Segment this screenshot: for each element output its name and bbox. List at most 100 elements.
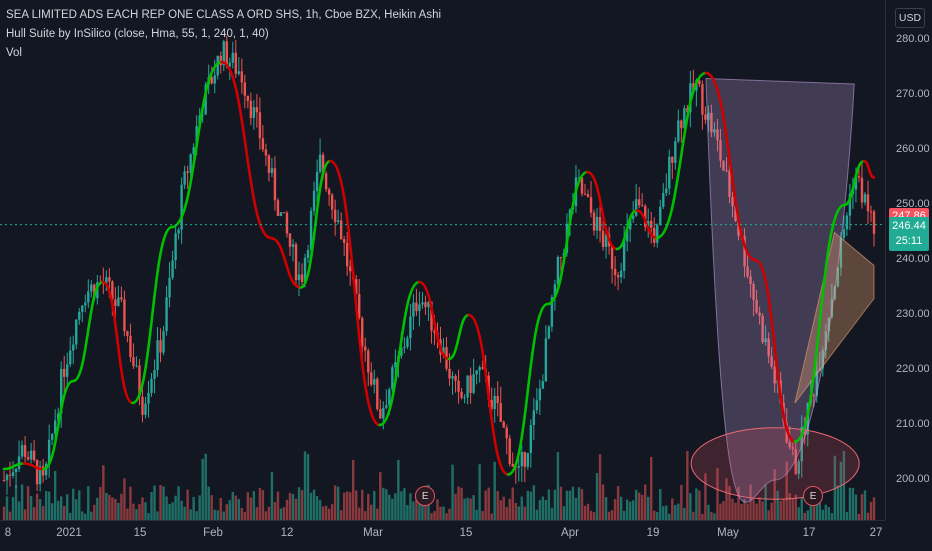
candle-body	[406, 338, 409, 347]
volume-bar	[294, 498, 298, 520]
volume-bar	[379, 472, 382, 520]
volume-bar	[111, 497, 114, 520]
candle-body	[192, 147, 195, 155]
hull-segment	[655, 71, 708, 240]
candle-body	[87, 291, 90, 303]
volume-bar	[370, 504, 373, 520]
volume-bar	[342, 492, 346, 520]
candle-body	[345, 242, 349, 267]
candle-body	[637, 199, 641, 206]
volume-bar	[17, 501, 21, 520]
volume-bar	[258, 487, 262, 520]
candle-body	[728, 170, 731, 197]
volume-bar	[391, 498, 394, 520]
candle-body	[159, 340, 162, 353]
volume-bar	[851, 487, 855, 520]
volume-bar	[246, 492, 250, 520]
volume-bar	[63, 506, 66, 520]
earnings-marker[interactable]: E	[803, 486, 824, 506]
candle-body	[511, 463, 514, 467]
candle-body	[14, 468, 18, 473]
volume-bar	[571, 486, 575, 520]
volume-bar	[628, 501, 632, 520]
candle-body	[216, 55, 219, 76]
volume-bar	[84, 513, 87, 520]
volume-bar	[180, 500, 183, 520]
candle-body	[541, 381, 545, 389]
candle-body	[755, 299, 758, 313]
candle-body	[32, 450, 36, 460]
volume-bar	[267, 506, 271, 520]
volume-bar	[11, 497, 15, 520]
volume-bar	[857, 513, 861, 520]
hull-segment	[793, 203, 846, 443]
price-axis[interactable]	[885, 0, 932, 520]
volume-bar	[96, 497, 99, 520]
volume-bar	[559, 486, 563, 520]
volume-bar	[665, 505, 668, 520]
volume-bar	[228, 500, 231, 520]
currency-button[interactable]: USD	[895, 8, 925, 28]
candle-body	[692, 83, 695, 91]
volume-bar	[686, 450, 689, 520]
volume-bar	[734, 502, 737, 520]
volume-bar	[436, 499, 439, 520]
candle-body	[668, 156, 671, 189]
volume-bar	[514, 502, 517, 520]
volume-bar	[59, 496, 63, 520]
volume-bar	[174, 495, 177, 520]
volume-bar	[14, 484, 18, 520]
volume-bar	[99, 487, 102, 520]
time-tick-label: May	[717, 527, 739, 539]
volume-bar	[41, 506, 45, 520]
hull-segment	[447, 313, 470, 361]
candle-body	[430, 301, 433, 331]
candle-body	[333, 209, 337, 222]
volume-bar	[183, 506, 186, 520]
candle-body	[767, 338, 770, 357]
hull-segment	[754, 258, 797, 443]
candle-body	[722, 160, 725, 171]
volume-bar	[123, 478, 126, 520]
candle-body	[770, 356, 773, 367]
candle-body	[592, 212, 596, 231]
volume-bar	[309, 492, 313, 520]
volume-bar	[821, 509, 825, 520]
symbol-title[interactable]: SEA LIMITED ADS EACH REP ONE CLASS A ORD…	[6, 9, 442, 21]
candle-body	[297, 274, 301, 281]
candle-body	[448, 368, 451, 379]
volume-bar	[394, 493, 397, 520]
volume-bar	[550, 507, 554, 520]
volume-bar	[580, 489, 584, 520]
candle-body	[240, 71, 244, 83]
price-tick-label: 230.00	[896, 308, 930, 320]
volume-bar	[186, 489, 189, 520]
volume-bar	[195, 511, 198, 520]
volume-bar	[451, 464, 454, 520]
candle-body	[550, 297, 554, 327]
candle-body	[634, 199, 638, 216]
candle-body	[788, 442, 791, 448]
volume-bar	[707, 504, 710, 520]
candle-body	[267, 155, 271, 173]
candle-body	[336, 220, 340, 222]
candle-body	[219, 55, 222, 66]
candle-body	[306, 250, 310, 258]
time-axis[interactable]	[0, 520, 885, 551]
candle-body	[270, 168, 274, 173]
volume-bar	[644, 484, 647, 520]
chart-canvas[interactable]	[0, 0, 885, 520]
candle-body	[707, 112, 710, 120]
volume-bar	[607, 511, 611, 520]
volume-bar	[270, 471, 274, 520]
volume-bar	[38, 499, 42, 520]
volume-bar	[135, 509, 138, 520]
earnings-marker[interactable]: E	[415, 486, 436, 506]
candle-body	[114, 299, 117, 306]
volume-bar	[499, 500, 502, 520]
candle-body	[719, 140, 722, 161]
volume-bar	[728, 485, 731, 520]
time-tick-label: 15	[133, 527, 147, 539]
hull-segment	[615, 209, 639, 251]
